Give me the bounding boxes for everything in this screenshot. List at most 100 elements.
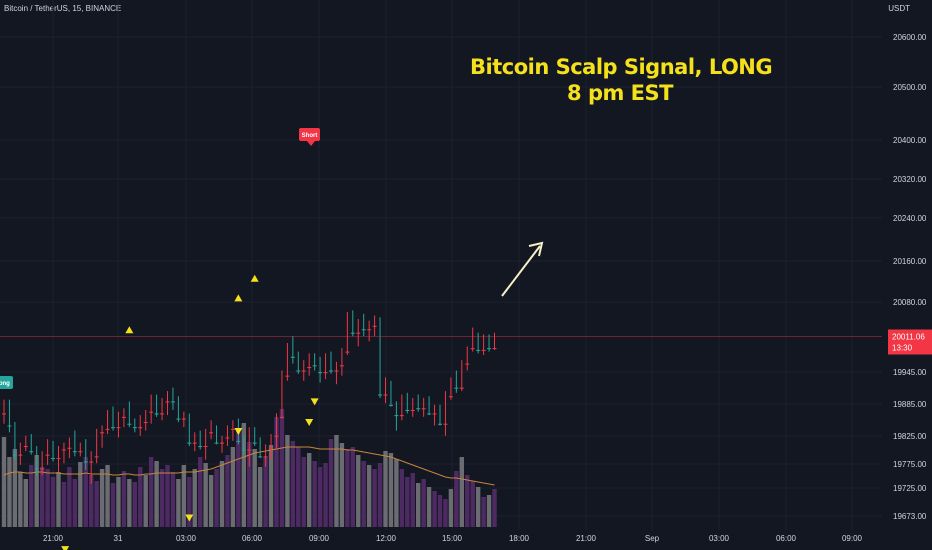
volume-bar	[105, 465, 110, 527]
candle-body	[318, 372, 323, 374]
volume-bar	[361, 461, 366, 527]
signal-markers: Short Long	[0, 128, 320, 550]
candle-body	[187, 442, 192, 444]
candle-body	[230, 428, 235, 430]
candle-body	[34, 468, 39, 470]
volume-bar	[198, 457, 203, 527]
candle-body	[345, 351, 350, 353]
candle-body	[121, 416, 126, 418]
time-tick-label: 06:00	[242, 534, 263, 543]
candle-body	[247, 449, 252, 451]
volume-bar	[394, 459, 399, 527]
candle-body	[214, 442, 219, 444]
candle-body	[334, 370, 339, 372]
candle-body	[198, 446, 203, 448]
volume-bar	[176, 479, 181, 527]
candle-body	[149, 411, 154, 413]
last-price-countdown: 13:30	[892, 344, 913, 353]
time-tick-label: 12:00	[376, 534, 397, 543]
candle-body	[367, 329, 372, 331]
candle-body	[176, 418, 181, 420]
volume-bar	[165, 465, 170, 527]
currency-label: USDT	[888, 4, 910, 13]
volume-bar	[170, 472, 176, 527]
candle-body	[481, 349, 486, 351]
candle-body	[269, 447, 274, 449]
price-tick-label: 20080.00	[893, 298, 927, 307]
signal-annotation: Bitcoin Scalp Signal, LONG 8 pm EST	[470, 54, 773, 106]
volume-bar	[247, 442, 252, 527]
candle-body	[192, 442, 197, 444]
candle-body	[18, 454, 23, 456]
volume-bar	[56, 472, 61, 527]
volume-bar	[290, 441, 296, 527]
candle-body	[356, 332, 361, 334]
candle-body	[258, 456, 263, 458]
volume-bar	[421, 479, 426, 527]
candle-body	[67, 447, 72, 449]
candle-body	[94, 456, 99, 458]
candle-body	[143, 422, 148, 424]
volume-bar	[225, 455, 230, 527]
long-label-badge	[0, 376, 13, 389]
candle-body	[465, 363, 470, 365]
candle-body	[470, 348, 475, 350]
volume-bar	[492, 489, 497, 527]
candle-body	[350, 332, 355, 334]
volume-bar	[475, 487, 481, 527]
candle-body	[399, 415, 404, 417]
volume-bar	[334, 435, 339, 527]
volume-bar	[312, 461, 317, 527]
volume-bar	[72, 479, 78, 527]
volume-bar	[388, 453, 394, 527]
long-signal-triangle	[250, 274, 259, 282]
candle-body	[312, 365, 317, 367]
long-signal-triangle	[125, 326, 134, 334]
signal-annotation-line2: 8 pm EST	[567, 81, 673, 105]
volume-bar	[187, 477, 192, 527]
volume-bar	[148, 457, 154, 527]
candle-body	[301, 370, 306, 372]
volume-bar	[454, 471, 459, 527]
volume-bar	[192, 469, 197, 527]
volume-bar	[279, 409, 285, 527]
volume-bar	[230, 447, 236, 527]
last-price-badge	[888, 329, 932, 355]
volume-bar	[241, 423, 246, 527]
volume-bar	[99, 469, 105, 527]
candle-body	[116, 427, 121, 429]
candle-body	[7, 425, 12, 427]
volume-bar	[437, 495, 443, 527]
candle-body	[487, 348, 492, 350]
short-label-badge	[299, 128, 320, 141]
candle-body	[51, 458, 56, 460]
price-tick-label: 20320.00	[893, 175, 927, 184]
price-tick-label: 19673.00	[893, 512, 927, 521]
candle-body	[61, 449, 66, 451]
short-label-pointer	[307, 141, 315, 146]
candle-body	[89, 461, 94, 463]
volume-bar	[339, 443, 345, 527]
candle-body	[476, 349, 481, 351]
volume-bar	[29, 465, 34, 527]
candle-body	[72, 451, 77, 453]
volume-bar	[432, 491, 437, 527]
time-tick-label: 21:00	[576, 534, 597, 543]
volume-bar	[39, 467, 45, 527]
candle-body	[132, 427, 137, 429]
volume-bar	[383, 451, 388, 527]
volume-bar	[470, 481, 475, 527]
candle-body	[83, 461, 88, 463]
candle-body	[160, 413, 165, 415]
short-signal-triangle	[185, 514, 194, 522]
grid-lines	[0, 0, 882, 530]
time-axis: 21:00 31 03:00 06:00 09:00 12:00 15:00 18:00 21:…	[43, 534, 863, 543]
price-tick-label: 19825.00	[893, 432, 927, 441]
volume-bar	[83, 457, 88, 527]
candle-body	[225, 437, 230, 439]
candle-body	[307, 367, 312, 369]
symbol-title[interactable]: Bitcoin / TetherUS, 15, BINANCE	[4, 4, 122, 13]
volume-bar	[323, 463, 328, 527]
volume-bar	[366, 465, 372, 527]
